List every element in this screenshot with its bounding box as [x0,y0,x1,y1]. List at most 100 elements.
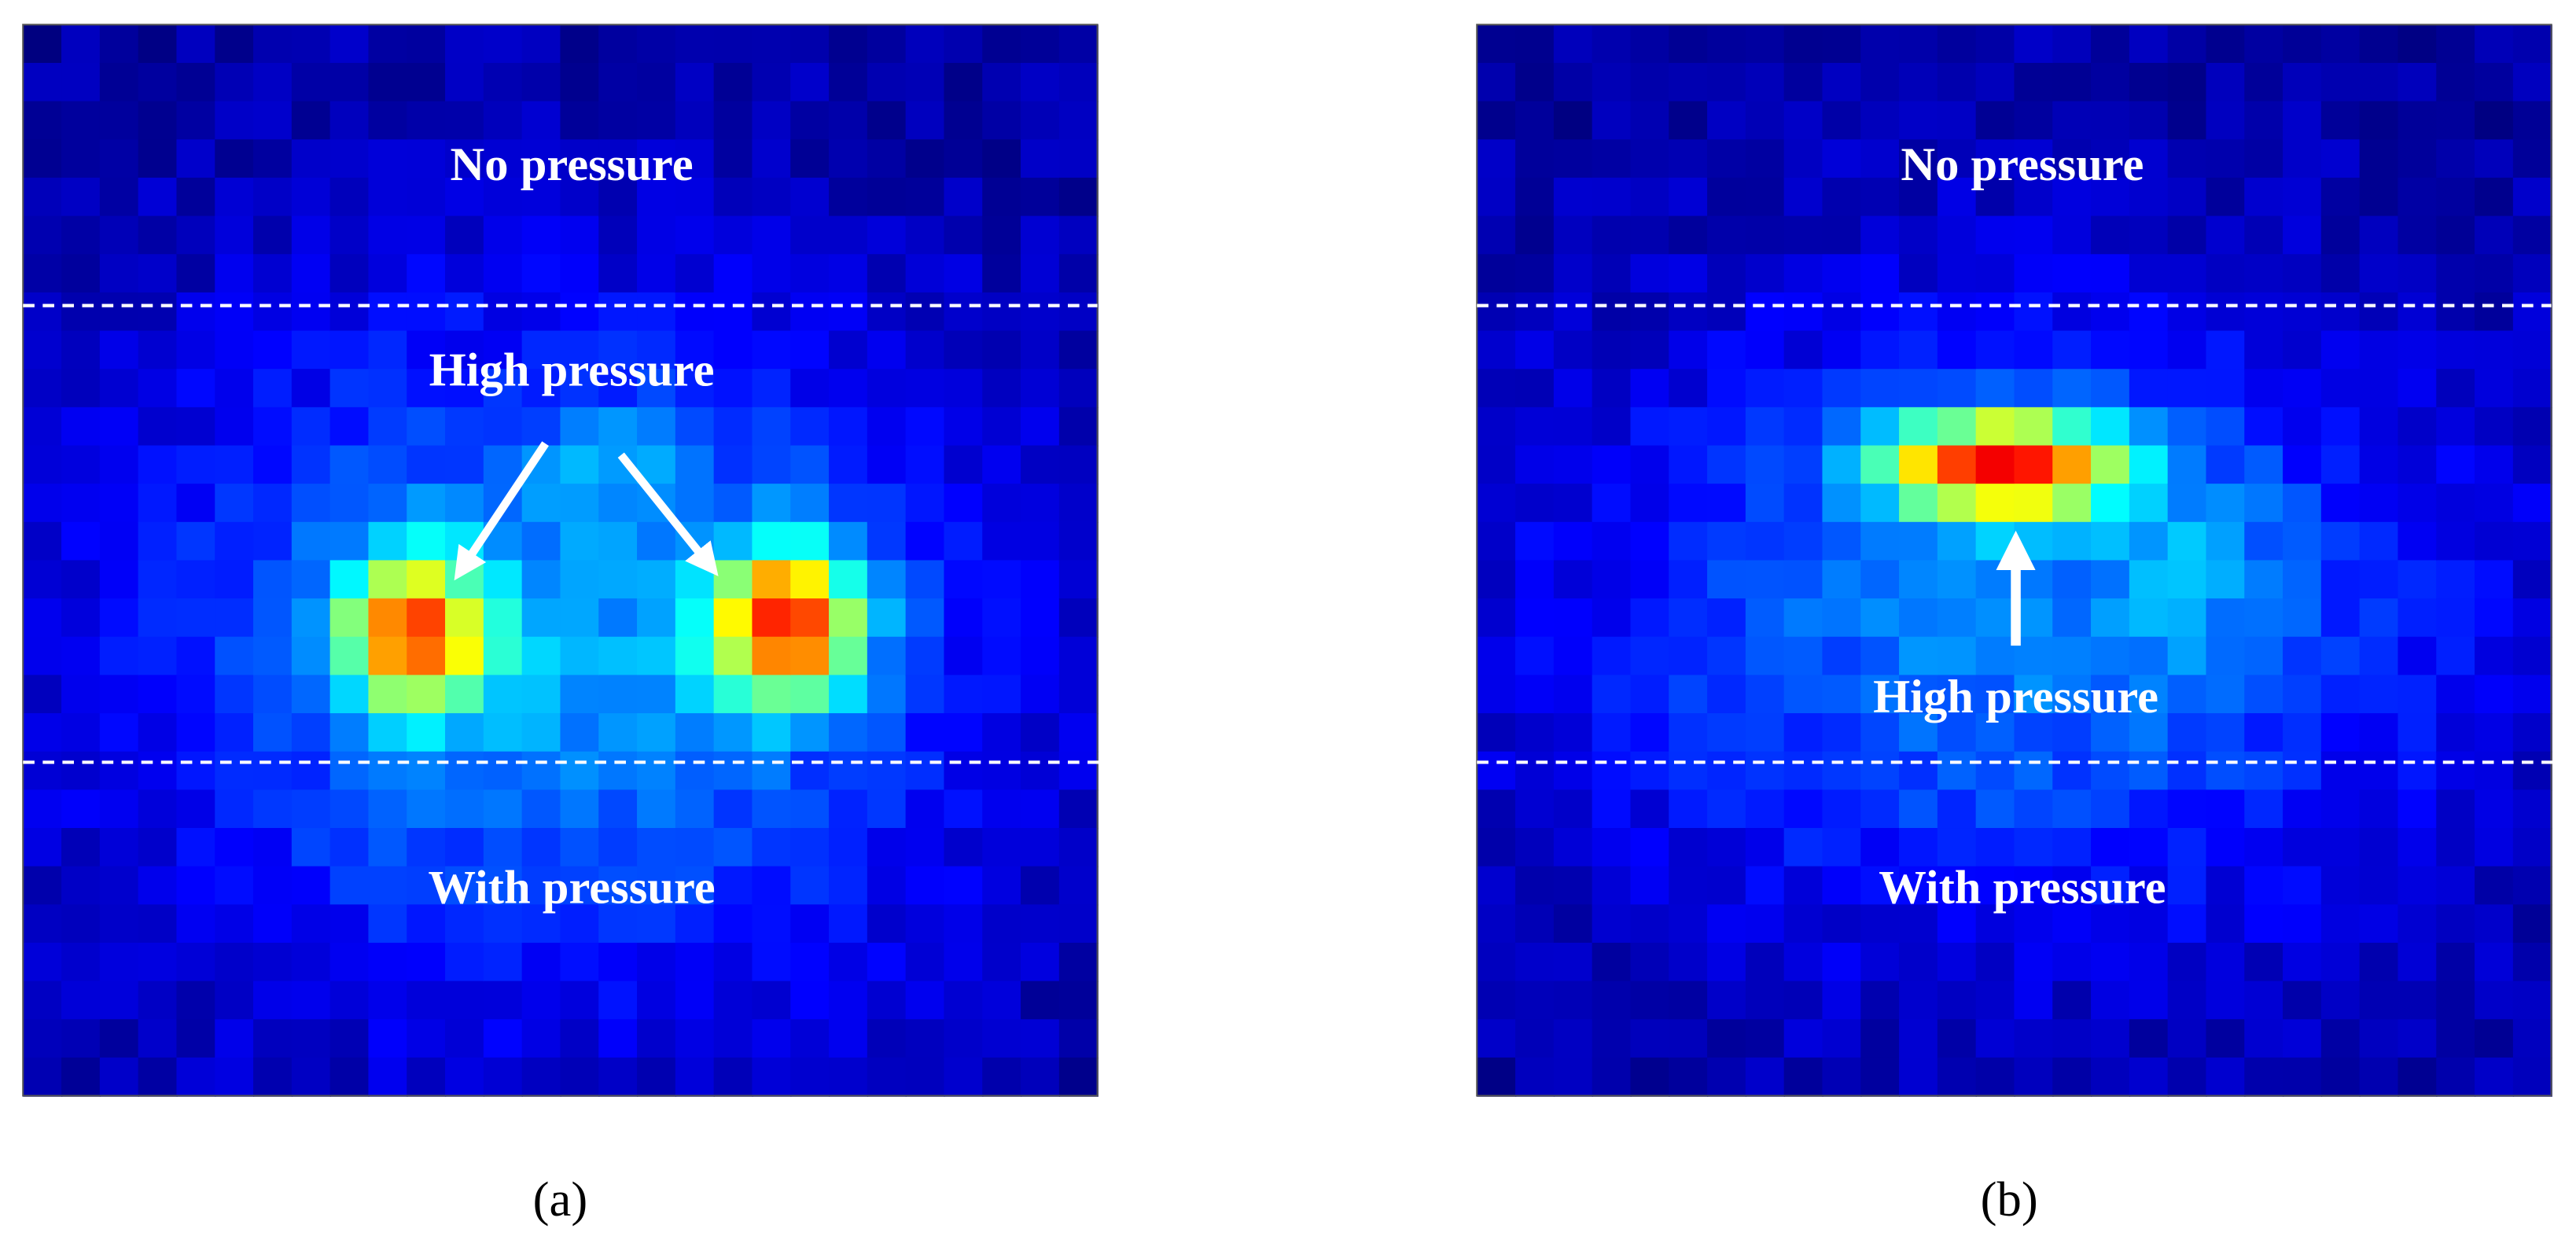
heat-cell [1515,828,1555,867]
heat-cell [829,62,869,102]
heat-cell [1630,369,1670,409]
heat-cell [253,904,293,944]
heat-cell [1745,521,1785,561]
heat-cell [982,445,1022,485]
heat-cell [1021,215,1061,256]
heat-cell [598,560,638,600]
heat-cell [1515,254,1555,294]
heat-cell [138,254,178,294]
heat-cell [2244,981,2284,1021]
heat-cell [329,484,370,524]
heat-cell [2512,1019,2552,1059]
heat-cell [1822,445,1862,485]
heat-cell [23,484,63,524]
heat-cell [2091,484,2131,524]
heat-cell [790,369,830,409]
heat-cell [215,675,255,715]
heat-cell [2320,330,2361,370]
heat-cell [1515,675,1555,715]
heat-cell [1669,62,1709,102]
heat-cell [1515,24,1555,64]
heat-cell [329,598,370,638]
heat-cell [483,445,523,485]
heat-cell [905,407,945,447]
heat-cell [982,62,1022,102]
heat-cell [829,942,869,982]
heat-cell [215,254,255,294]
heat-cell [2359,254,2399,294]
heat-cell [368,101,408,141]
heat-cell [905,254,945,294]
heat-cell [253,292,293,332]
heat-cell [1707,636,1747,676]
heat-cell [329,981,370,1021]
heat-cell [1021,24,1061,64]
heat-cell [1592,675,1632,715]
heat-cell [23,62,63,102]
heat-cell [2167,598,2207,638]
heat-cell [637,1057,677,1097]
heat-cell [2436,828,2476,867]
heat-cell [2283,904,2323,944]
heat-cell [291,24,331,64]
heat-cell [1745,24,1785,64]
heat-cell [637,713,677,752]
heat-cell [215,292,255,332]
heat-cell [99,598,139,638]
heat-cell [790,751,830,791]
heat-cell [752,1057,792,1097]
heat-cell [1975,713,2015,752]
heat-cell [368,828,408,867]
heat-cell [790,254,830,294]
heat-cell [1860,445,1901,485]
heat-cell [1707,101,1747,141]
heat-cell [2052,828,2092,867]
heat-cell [1860,713,1901,752]
heat-cell [1669,445,1709,485]
heat-cell [253,139,293,179]
heat-cell [1822,254,1862,294]
heat-cell [2475,177,2515,217]
heat-cell [1707,828,1747,867]
heat-cell [2475,521,2515,561]
heat-cell [329,407,370,447]
heat-cell [2320,560,2361,600]
heat-cell [637,675,677,715]
heat-cell [2244,598,2284,638]
heat-cell [905,828,945,867]
heat-cell [1477,215,1517,256]
heat-cell [905,713,945,752]
heat-cell [61,484,101,524]
heat-cell [1553,407,1593,447]
heat-cell [1745,981,1785,1021]
heat-cell [1553,751,1593,791]
heat-cell [2129,484,2169,524]
heat-cell [1783,445,1823,485]
heat-cell [99,636,139,676]
heat-cell [1937,904,1977,944]
heat-cell [23,445,63,485]
heat-cell [368,713,408,752]
heat-cell [291,866,331,906]
heat-cell [1021,254,1061,294]
heat-cell [1058,942,1098,982]
heat-cell [99,828,139,867]
heat-cell [1899,521,1939,561]
heat-cell [368,407,408,447]
heat-cell [2359,598,2399,638]
heat-cell [752,560,792,600]
heat-cell [944,981,984,1021]
heat-cell [829,981,869,1021]
heat-cell [23,598,63,638]
heat-cell [2244,254,2284,294]
heat-cell [2244,484,2284,524]
heat-cell [2359,789,2399,830]
heat-cell [1860,789,1901,830]
heat-cell [598,484,638,524]
heat-cell [1745,942,1785,982]
heat-cell [752,62,792,102]
heat-cell [1707,598,1747,638]
heat-cell [368,177,408,217]
heat-cell [1860,828,1901,867]
heat-cell [1058,521,1098,561]
